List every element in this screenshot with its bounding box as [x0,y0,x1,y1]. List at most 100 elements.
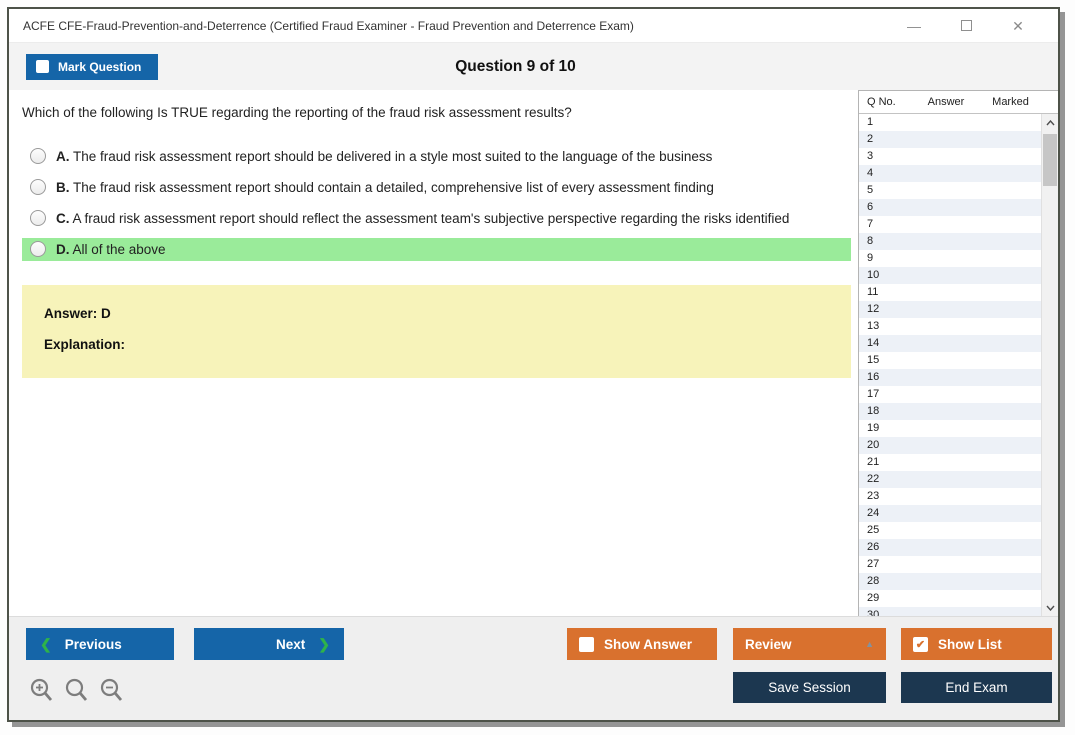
question-list-row[interactable]: 2 [859,131,1041,148]
radio-icon[interactable] [30,148,46,164]
option-letter: C. [56,211,70,226]
question-list-row[interactable]: 18 [859,403,1041,420]
close-button[interactable]: ✕ [1010,18,1026,34]
question-list-row[interactable]: 12 [859,301,1041,318]
question-list-row[interactable]: 7 [859,216,1041,233]
row-answer [915,590,977,607]
question-list-row[interactable]: 25 [859,522,1041,539]
answer-label: Answer: D [44,306,111,321]
row-answer [915,454,977,471]
scroll-up-button[interactable] [1042,114,1058,131]
show-list-button[interactable]: ✔ Show List [901,628,1052,660]
option-letter: D. [56,242,70,257]
answer-option[interactable]: D. All of the above [22,238,851,261]
option-text: All of the above [69,242,166,257]
question-list-row[interactable]: 11 [859,284,1041,301]
row-marked [977,437,1041,454]
row-answer [915,522,977,539]
answer-option[interactable]: A. The fraud risk assessment report shou… [22,145,851,168]
question-list-row[interactable]: 26 [859,539,1041,556]
maximize-button[interactable] [958,18,974,34]
end-exam-button[interactable]: End Exam [901,672,1052,703]
row-marked [977,148,1041,165]
review-button[interactable]: Review ▲ [733,628,886,660]
row-qno: 21 [867,456,880,468]
row-qno: 10 [867,269,880,281]
question-list-row[interactable]: 13 [859,318,1041,335]
save-session-button[interactable]: Save Session [733,672,886,703]
question-list-row[interactable]: 29 [859,590,1041,607]
footer-bar: ❮ Previous Next ❯ Show Answer Review ▲ ✔… [9,616,1058,720]
answer-option[interactable]: B. The fraud risk assessment report shou… [22,176,851,199]
option-label: C. A fraud risk assessment report should… [56,210,789,227]
row-marked [977,335,1041,352]
question-list-row[interactable]: 30 [859,607,1041,616]
question-list-row[interactable]: 14 [859,335,1041,352]
question-list-row[interactable]: 22 [859,471,1041,488]
row-qno: 26 [867,541,880,553]
zoom-reset-button[interactable] [64,677,90,704]
row-marked [977,182,1041,199]
zoom-in-button[interactable] [29,677,55,704]
window-controls: — ✕ [906,18,1044,34]
scrollbar[interactable] [1041,114,1058,616]
question-list-row[interactable]: 21 [859,454,1041,471]
next-button[interactable]: Next ❯ [194,628,344,660]
row-marked [977,165,1041,182]
show-answer-button[interactable]: Show Answer [567,628,717,660]
row-marked [977,250,1041,267]
question-list-row[interactable]: 17 [859,386,1041,403]
radio-icon[interactable] [30,210,46,226]
question-list-row[interactable]: 20 [859,437,1041,454]
question-list-row[interactable]: 1 [859,114,1041,131]
question-list-row[interactable]: 6 [859,199,1041,216]
mark-question-button[interactable]: Mark Question [26,53,158,80]
question-list-row[interactable]: 28 [859,573,1041,590]
answer-option[interactable]: C. A fraud risk assessment report should… [22,207,851,230]
row-qno: 27 [867,558,880,570]
question-list-row[interactable]: 24 [859,505,1041,522]
checkbox-icon[interactable] [579,636,594,652]
question-list-row[interactable]: 15 [859,352,1041,369]
row-answer [915,267,977,284]
question-list-row[interactable]: 8 [859,233,1041,250]
main-area: Which of the following Is TRUE regarding… [9,90,1058,616]
row-marked [977,556,1041,573]
radio-icon[interactable] [30,241,46,257]
row-answer [915,216,977,233]
zoom-out-button[interactable] [99,677,125,704]
checked-checkbox-icon[interactable]: ✔ [913,636,928,652]
question-list-row[interactable]: 5 [859,182,1041,199]
window-title: ACFE CFE-Fraud-Prevention-and-Deterrence… [23,18,634,33]
row-answer [915,505,977,522]
row-qno: 22 [867,473,880,485]
row-qno: 12 [867,303,880,315]
row-marked [977,284,1041,301]
previous-button[interactable]: ❮ Previous [26,628,174,660]
next-label: Next [276,636,306,652]
question-list-row[interactable]: 16 [859,369,1041,386]
row-answer [915,335,977,352]
question-list-row[interactable]: 4 [859,165,1041,182]
question-list-row[interactable]: 23 [859,488,1041,505]
row-answer [915,539,977,556]
row-qno: 8 [867,235,874,247]
question-list-row[interactable]: 3 [859,148,1041,165]
row-marked [977,233,1041,250]
radio-icon[interactable] [30,179,46,195]
row-qno: 11 [867,286,879,298]
row-qno: 24 [867,507,880,519]
row-qno: 15 [867,354,880,366]
checkbox-icon[interactable] [36,60,49,73]
question-list-row[interactable]: 9 [859,250,1041,267]
scroll-down-button[interactable] [1042,599,1058,616]
question-text: Which of the following Is TRUE regarding… [22,105,572,120]
question-list-row[interactable]: 10 [859,267,1041,284]
row-marked [977,352,1041,369]
scrollbar-thumb[interactable] [1043,134,1057,186]
question-list-row[interactable]: 19 [859,420,1041,437]
row-answer [915,488,977,505]
minimize-button[interactable]: — [906,18,922,34]
previous-label: Previous [64,636,122,652]
question-list-row[interactable]: 27 [859,556,1041,573]
